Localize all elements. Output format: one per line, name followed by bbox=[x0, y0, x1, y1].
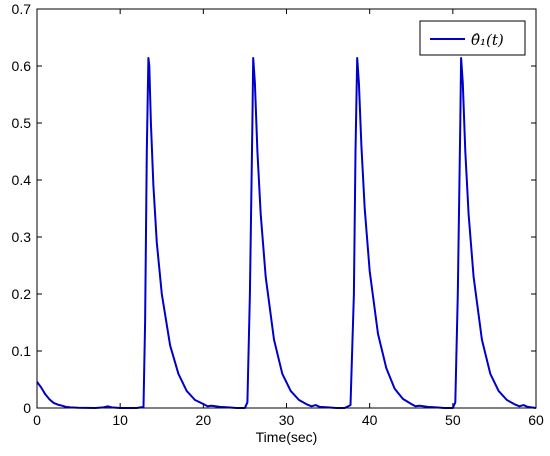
legend: θ̂₁(t) bbox=[419, 20, 526, 56]
y-tick-label: 0.1 bbox=[12, 343, 32, 359]
y-tick-label: 0.7 bbox=[12, 1, 32, 17]
y-tick-label: 0.6 bbox=[12, 58, 32, 74]
y-tick-label: 0 bbox=[23, 400, 31, 416]
legend-label: θ̂₁(t) bbox=[471, 31, 504, 49]
x-tick-label: 20 bbox=[196, 412, 212, 428]
series-line-0 bbox=[36, 57, 537, 409]
series-layer bbox=[36, 57, 537, 409]
x-axis-label: Time(sec) bbox=[256, 429, 318, 445]
y-tick-label: 0.4 bbox=[12, 172, 32, 188]
x-tick-label: 0 bbox=[33, 412, 41, 428]
x-tick-label: 60 bbox=[528, 412, 544, 428]
y-tick-label: 0.2 bbox=[12, 286, 32, 302]
x-tick-label: 40 bbox=[362, 412, 378, 428]
y-tick-label: 0.3 bbox=[12, 229, 32, 245]
x-tick-label: 10 bbox=[112, 412, 128, 428]
x-tick-label: 50 bbox=[445, 412, 461, 428]
x-tick-label: 30 bbox=[279, 412, 295, 428]
y-tick-label: 0.5 bbox=[12, 115, 32, 131]
axes-frame bbox=[36, 8, 537, 409]
plot-frame bbox=[36, 8, 537, 409]
ticks-layer: 0 10 20 30 40 50 60 0 0.1 0.2 0.3 0.4 0.5 0.6 0.7 bbox=[12, 1, 544, 428]
